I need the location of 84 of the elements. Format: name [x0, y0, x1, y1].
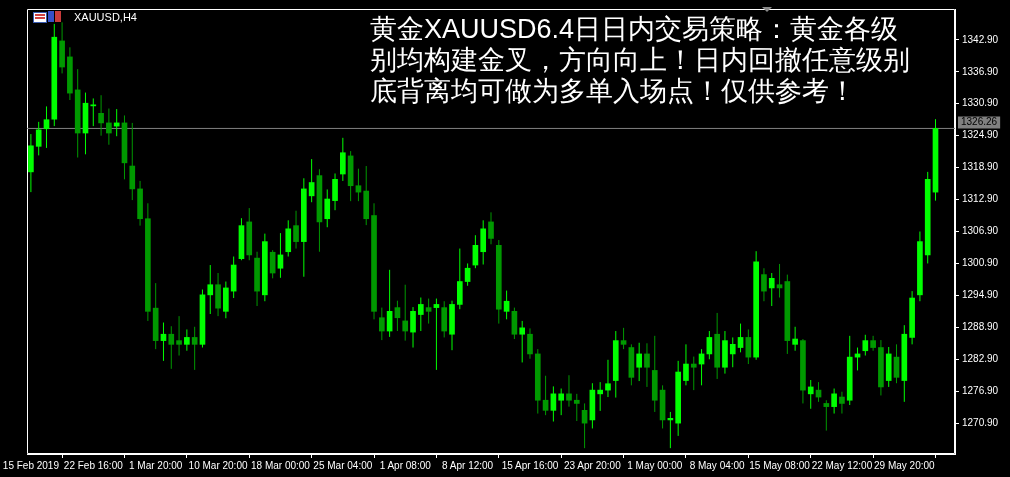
candlestick [378, 307, 385, 341]
y-tick-label: 1294.90 [962, 289, 999, 301]
candlestick [566, 374, 572, 408]
candlestick [503, 290, 510, 320]
candlestick [488, 211, 494, 245]
candlestick [519, 320, 526, 363]
candlestick [729, 336, 736, 368]
candlestick [839, 391, 845, 415]
candlestick [870, 335, 876, 352]
y-tick-label: 1282.90 [962, 353, 999, 364]
candlestick [690, 356, 697, 391]
candlestick [35, 121, 42, 156]
candlestick [792, 326, 798, 352]
x-tick-label: 15 Feb 2019 [2, 459, 60, 471]
candlestick [417, 297, 424, 332]
y-tick-label: 1300.90 [962, 257, 999, 269]
candlestick [43, 105, 50, 149]
candlestick [90, 97, 97, 127]
y-tick-label: 1306.90 [962, 225, 999, 237]
candlestick [807, 379, 814, 410]
y-tick-label: 1312.90 [962, 193, 999, 205]
candlestick [605, 359, 611, 398]
x-tick-label: 8 May 04:00 [689, 459, 746, 471]
ref-line-label: 1326.26 [961, 116, 998, 128]
candlestick [285, 219, 292, 258]
candlestick [402, 284, 409, 342]
x-tick-label: 23 Apr 20:00 [564, 459, 622, 471]
x-tick-label: 1 May 00:00 [627, 459, 683, 471]
candlestick [683, 343, 689, 386]
x-tick-label: 1 Mar 20:00 [128, 459, 183, 471]
candlestick [768, 272, 775, 307]
x-tick-label: 18 Mar 00:00 [250, 459, 311, 471]
x-tick-label: 22 May 12:00 [811, 459, 873, 471]
candlestick [191, 326, 198, 371]
candlestick [176, 315, 182, 357]
candlestick [340, 137, 346, 182]
candlestick [542, 375, 549, 416]
candlestick [129, 122, 136, 201]
chart-subtitle: XAUUSD,H4 [74, 11, 137, 24]
candlestick [433, 298, 440, 371]
y-tick-label: 1318.90 [962, 161, 999, 173]
x-tick-label: 22 Feb 16:00 [63, 459, 124, 471]
x-tick-label: 25 Mar 04:00 [313, 459, 373, 471]
candlestick [776, 263, 783, 299]
text: 黄金XAUUSD6.4日日内交易策略：黄金各级别均构建金叉，方向向上！日内回撤任意级别底背离均可做为多单入场点！仅供参考！ [370, 14, 911, 107]
candlestick [831, 388, 837, 415]
candlestick [823, 399, 830, 432]
y-tick-label: 1336.90 [962, 65, 999, 77]
y-tick-label: 1330.90 [962, 97, 999, 109]
y-tick-label: 1324.90 [962, 129, 999, 141]
candlestick [168, 325, 175, 370]
x-tick-label: 10 Mar 20:00 [188, 459, 248, 471]
candlestick [293, 210, 299, 250]
candlestick [106, 108, 112, 146]
x-tick-label: 8 Apr 12:00 [442, 459, 494, 471]
candlestick [862, 334, 869, 357]
candlestick [98, 94, 104, 137]
candlestick [410, 306, 416, 349]
candlestick [620, 327, 627, 350]
y-tick-label: 1276.90 [962, 384, 999, 396]
candlestick [644, 342, 650, 388]
candlestick [394, 300, 401, 332]
candlestick [456, 248, 463, 310]
candlestick [207, 264, 214, 315]
candlestick [332, 172, 338, 211]
x-tick-label: 29 May 20:00 [874, 459, 936, 471]
y-tick-label: 1270.90 [962, 416, 999, 428]
candlestick [636, 342, 642, 382]
candlestick [597, 381, 604, 412]
x-tick-label: 15 May 08:00 [749, 459, 811, 471]
candlestick [737, 323, 744, 353]
x-tick-label: 15 Apr 16:00 [501, 459, 559, 471]
candlestick [573, 393, 580, 422]
y-tick-label: 1288.90 [962, 321, 999, 333]
candlestick [480, 219, 487, 265]
y-tick-label: 1342.90 [962, 33, 999, 45]
candlestick [761, 267, 767, 302]
candlestick [527, 327, 533, 360]
candlestick [511, 307, 518, 340]
x-tick-label: 1 Apr 08:00 [379, 459, 432, 471]
candlestick [425, 298, 432, 325]
candlestick [184, 328, 190, 352]
candlestick [558, 388, 565, 416]
candlestick [324, 188, 331, 228]
